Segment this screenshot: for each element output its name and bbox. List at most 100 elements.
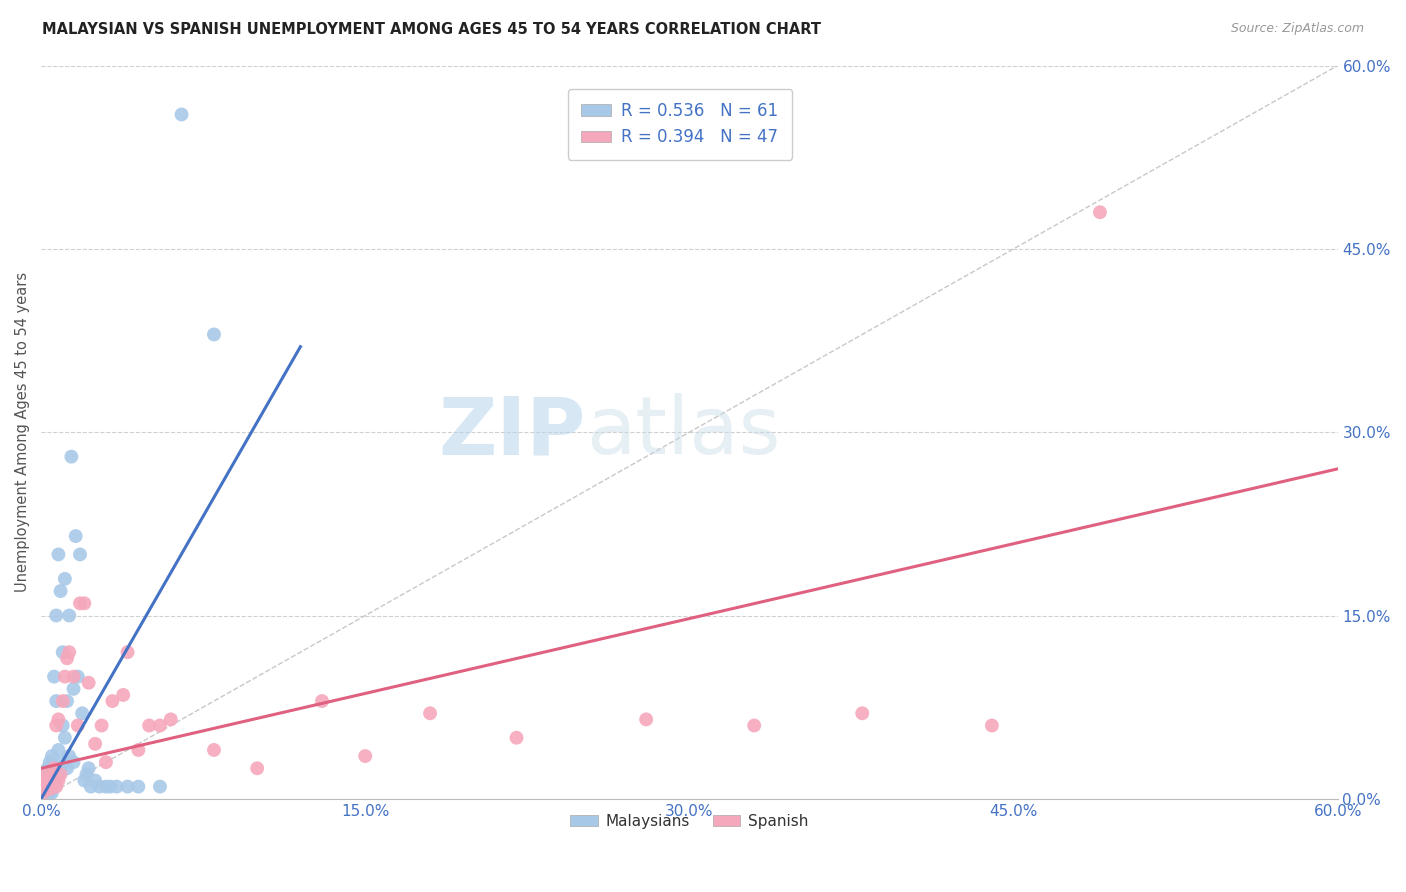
Point [52, 694, 75, 708]
Point [90, 718, 112, 732]
Point [45, 780, 67, 794]
Point [37, 780, 59, 794]
Point [112, 688, 135, 702]
Point [89, 780, 111, 794]
Point [41, 780, 63, 794]
Point [80, 780, 103, 794]
Point [37, 770, 59, 784]
Point [53, 670, 76, 684]
Point [202, 327, 225, 342]
Point [38, 770, 60, 784]
Point [45, 718, 67, 732]
Point [742, 718, 765, 732]
Point [52, 755, 75, 769]
Point [38, 786, 60, 800]
Point [101, 694, 124, 708]
Point [505, 731, 527, 745]
Text: atlas: atlas [586, 393, 780, 471]
Point [1088, 205, 1111, 219]
Point [49, 767, 72, 781]
Point [42, 777, 65, 791]
Point [66, 718, 89, 732]
Point [56, 651, 79, 665]
Y-axis label: Unemployment Among Ages 45 to 54 years: Unemployment Among Ages 45 to 54 years [15, 272, 30, 592]
Point [38, 767, 60, 781]
Point [48, 548, 70, 562]
Point [49, 584, 72, 599]
Point [69, 596, 91, 610]
Point [32, 782, 55, 797]
Point [52, 645, 75, 659]
Text: MALAYSIAN VS SPANISH UNEMPLOYMENT AMONG AGES 45 TO 54 YEARS CORRELATION CHART: MALAYSIAN VS SPANISH UNEMPLOYMENT AMONG … [42, 22, 821, 37]
Point [419, 706, 441, 721]
Point [58, 608, 80, 623]
Point [38, 780, 60, 794]
Point [34, 767, 56, 781]
Point [32, 777, 55, 791]
Point [34, 767, 56, 781]
Point [98, 780, 121, 794]
Point [45, 773, 67, 788]
Point [34, 780, 56, 794]
Point [94, 755, 117, 769]
Point [159, 712, 181, 726]
Point [636, 712, 658, 726]
Point [38, 755, 60, 769]
Point [56, 761, 79, 775]
Point [34, 786, 56, 800]
Point [170, 107, 193, 121]
Point [48, 743, 70, 757]
Point [77, 761, 100, 775]
Point [53, 572, 76, 586]
Point [37, 777, 59, 791]
Point [105, 780, 128, 794]
Point [32, 777, 55, 791]
Point [41, 767, 63, 781]
Text: Source: ZipAtlas.com: Source: ZipAtlas.com [1230, 22, 1364, 36]
Point [41, 786, 63, 800]
Point [52, 718, 75, 732]
Point [84, 737, 107, 751]
Point [34, 782, 56, 797]
Point [311, 694, 333, 708]
Point [65, 529, 87, 543]
Point [37, 773, 59, 788]
Point [48, 767, 70, 781]
Point [851, 706, 873, 721]
Point [117, 645, 139, 659]
Point [42, 780, 65, 794]
Point [42, 761, 65, 775]
Point [202, 743, 225, 757]
Point [70, 706, 93, 721]
Point [56, 694, 79, 708]
Point [60, 450, 83, 464]
Text: ZIP: ZIP [439, 393, 586, 471]
Point [34, 773, 56, 788]
Point [127, 743, 149, 757]
Point [127, 780, 149, 794]
Point [354, 749, 377, 764]
Point [48, 712, 70, 726]
Point [66, 670, 89, 684]
Point [62, 755, 84, 769]
Point [38, 782, 60, 797]
Point [76, 767, 98, 781]
Point [41, 749, 63, 764]
Point [45, 608, 67, 623]
Point [77, 675, 100, 690]
Point [246, 761, 269, 775]
Point [42, 767, 65, 781]
Point [149, 780, 172, 794]
Point [37, 786, 59, 800]
Point [138, 718, 160, 732]
Point [58, 645, 80, 659]
Point [62, 670, 84, 684]
Point [45, 694, 67, 708]
Point [117, 780, 139, 794]
Point [41, 773, 63, 788]
Point [37, 761, 59, 775]
Point [42, 670, 65, 684]
Point [48, 773, 70, 788]
Legend: Malaysians, Spanish: Malaysians, Spanish [564, 808, 814, 835]
Point [980, 718, 1002, 732]
